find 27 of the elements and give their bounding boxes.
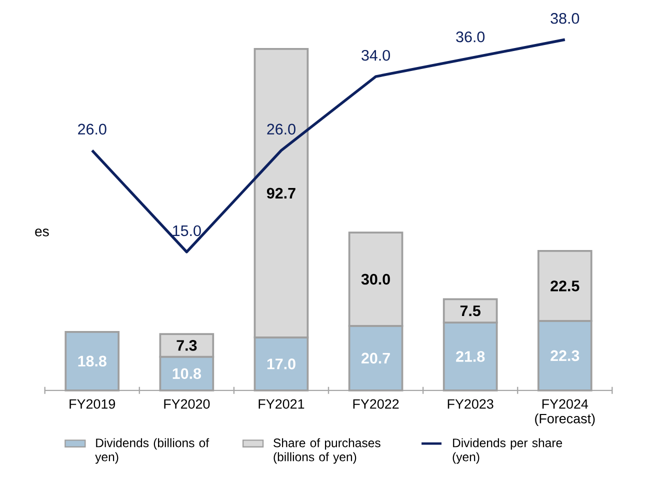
legend-label: Dividends per share (yen) [452,438,562,464]
data-label: 15.0 [173,226,201,236]
data-label: 36.0 [456,32,485,42]
data-label: 38.0 [550,13,580,24]
data-label: 20.7 [362,352,390,364]
data-label: 10.8 [172,368,202,380]
data-label: 30.0 [361,274,390,285]
data-label: 22.3 [550,350,580,362]
x-tick-label: FY2019 [70,399,116,409]
data-label: 7.3 [176,340,197,351]
x-tick-label: FY2021 [258,399,304,409]
data-label: 7.5 [460,306,480,316]
data-label: 26.0 [78,124,106,135]
x-tick-label: FY2023 [448,399,494,409]
x-tick-label: FY2020 [164,399,210,409]
x-tick-label: FY2024 (Forecast) [535,399,595,426]
data-label: 18.8 [78,356,106,367]
data-label: 22.5 [550,280,580,292]
x-tick-label: FY2022 [353,399,399,409]
data-label: 34.0 [362,50,390,61]
legend-label: Share of purchases (billions of yen) [274,438,380,464]
data-label: 21.8 [456,351,485,362]
data-label: 17.0 [267,358,296,370]
legend-label: Dividends (billions of yen) [95,438,210,464]
data-label: 92.7 [266,188,296,199]
data-label: 26.0 [267,124,296,135]
annotation: es [35,228,49,236]
